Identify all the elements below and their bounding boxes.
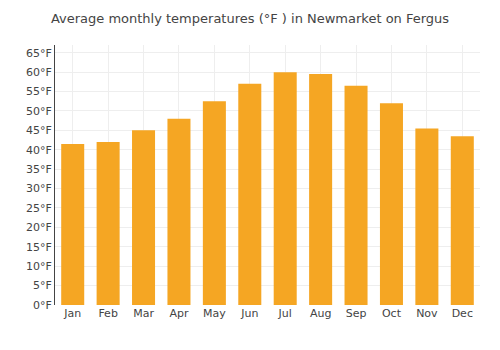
svg-text:35°F: 35°F (26, 163, 52, 176)
svg-text:May: May (203, 307, 226, 320)
svg-text:30°F: 30°F (26, 182, 52, 195)
svg-text:Oct: Oct (382, 307, 402, 320)
svg-text:Jul: Jul (278, 307, 292, 320)
svg-text:60°F: 60°F (26, 66, 52, 79)
svg-text:50°F: 50°F (26, 105, 52, 118)
svg-text:15°F: 15°F (26, 241, 52, 254)
svg-text:55°F: 55°F (26, 85, 52, 98)
svg-text:5°F: 5°F (33, 279, 52, 292)
svg-text:Feb: Feb (98, 307, 117, 320)
svg-text:Aug: Aug (310, 307, 331, 320)
svg-text:Mar: Mar (133, 307, 154, 320)
svg-text:Jan: Jan (63, 307, 81, 320)
svg-text:40°F: 40°F (26, 144, 52, 157)
svg-text:Dec: Dec (452, 307, 473, 320)
svg-text:Jun: Jun (240, 307, 258, 320)
svg-text:45°F: 45°F (26, 124, 52, 137)
svg-text:Apr: Apr (169, 307, 189, 320)
svg-text:Average monthly temperatures (: Average monthly temperatures (°F ) in Ne… (51, 11, 449, 26)
svg-text:20°F: 20°F (26, 221, 52, 234)
svg-text:Nov: Nov (416, 307, 438, 320)
svg-text:10°F: 10°F (26, 260, 52, 273)
svg-text:65°F: 65°F (26, 47, 52, 60)
svg-text:25°F: 25°F (26, 202, 52, 215)
svg-text:Sep: Sep (346, 307, 367, 320)
svg-text:0°F: 0°F (33, 299, 52, 312)
